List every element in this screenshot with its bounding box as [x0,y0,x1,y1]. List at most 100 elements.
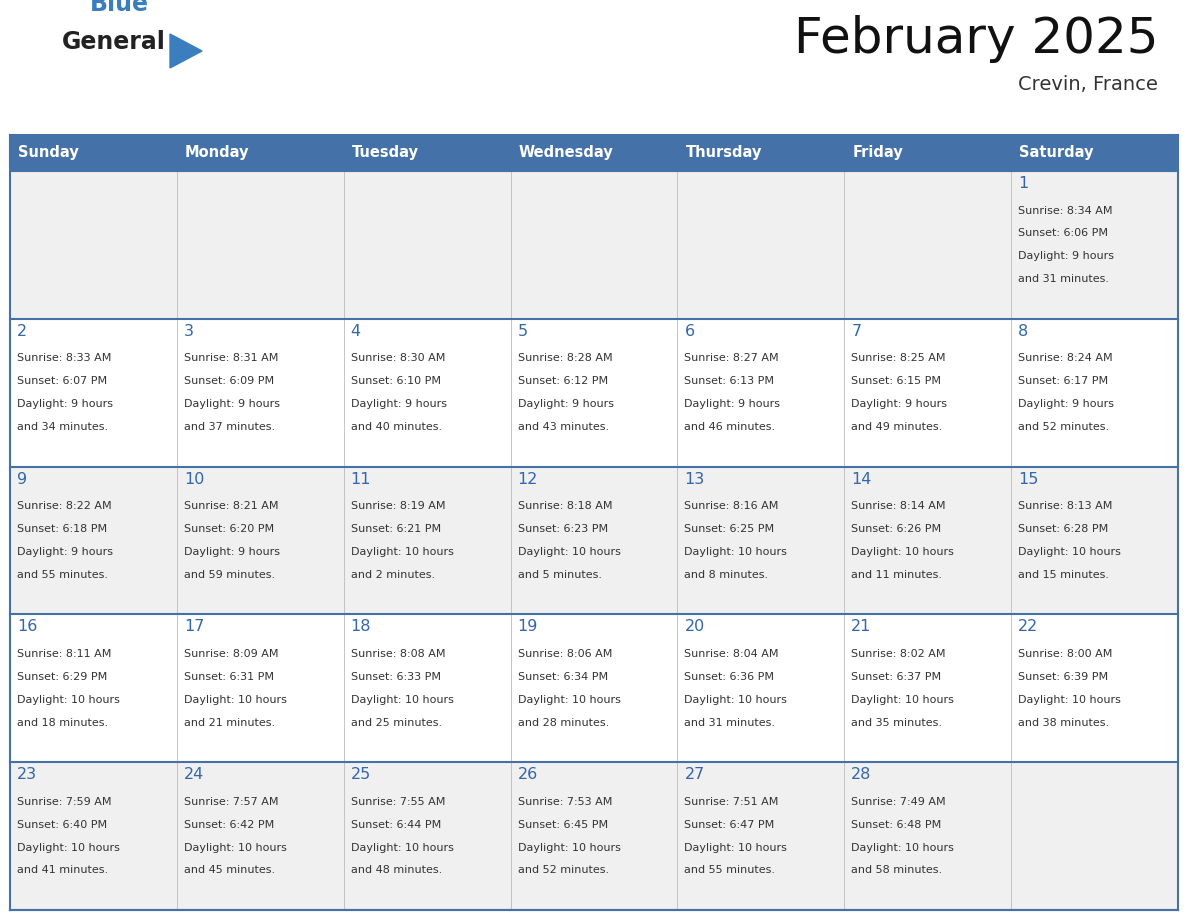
Text: 16: 16 [17,620,37,634]
Bar [177,319,343,466]
Text: and 49 minutes.: and 49 minutes. [852,422,942,432]
Text: Sunrise: 8:19 AM: Sunrise: 8:19 AM [350,501,446,511]
Text: Sunrise: 7:53 AM: Sunrise: 7:53 AM [518,797,612,807]
Text: Daylight: 10 hours: Daylight: 10 hours [852,547,954,557]
Text: Sunrise: 8:08 AM: Sunrise: 8:08 AM [350,649,446,659]
Text: Sunset: 6:07 PM: Sunset: 6:07 PM [17,376,107,386]
Text: Crevin, France: Crevin, France [1018,75,1158,94]
Text: Sunrise: 8:24 AM: Sunrise: 8:24 AM [1018,353,1113,364]
Text: 12: 12 [518,472,538,487]
Text: General: General [62,30,166,54]
Text: Daylight: 9 hours: Daylight: 9 hours [17,399,113,409]
Text: and 28 minutes.: and 28 minutes. [518,718,608,728]
Text: Sunrise: 7:49 AM: Sunrise: 7:49 AM [852,797,946,807]
Text: Sunset: 6:13 PM: Sunset: 6:13 PM [684,376,775,386]
Bar [177,171,343,319]
Text: Daylight: 10 hours: Daylight: 10 hours [184,695,286,705]
Bar [343,762,511,910]
Text: and 18 minutes.: and 18 minutes. [17,718,108,728]
Bar [10,135,177,171]
Bar [1011,762,1178,910]
Text: and 48 minutes.: and 48 minutes. [350,866,442,876]
Text: and 40 minutes.: and 40 minutes. [350,422,442,432]
Text: 2: 2 [17,324,27,339]
Text: Sunrise: 8:16 AM: Sunrise: 8:16 AM [684,501,779,511]
Polygon shape [170,34,202,68]
Text: Daylight: 9 hours: Daylight: 9 hours [350,399,447,409]
Text: Sunrise: 8:13 AM: Sunrise: 8:13 AM [1018,501,1112,511]
Text: and 5 minutes.: and 5 minutes. [518,570,601,580]
Bar [677,135,845,171]
Text: 14: 14 [852,472,872,487]
Bar [511,614,677,762]
Text: Sunset: 6:06 PM: Sunset: 6:06 PM [1018,229,1108,239]
Text: Sunset: 6:42 PM: Sunset: 6:42 PM [184,820,274,830]
Text: Sunrise: 8:21 AM: Sunrise: 8:21 AM [184,501,278,511]
Text: Sunset: 6:33 PM: Sunset: 6:33 PM [350,672,441,682]
Text: and 11 minutes.: and 11 minutes. [852,570,942,580]
Text: and 31 minutes.: and 31 minutes. [1018,274,1110,285]
Bar [1011,135,1178,171]
Text: and 59 minutes.: and 59 minutes. [184,570,274,580]
Text: Sunset: 6:40 PM: Sunset: 6:40 PM [17,820,107,830]
Text: and 45 minutes.: and 45 minutes. [184,866,274,876]
Text: Sunrise: 8:27 AM: Sunrise: 8:27 AM [684,353,779,364]
Text: 8: 8 [1018,324,1029,339]
Text: Daylight: 10 hours: Daylight: 10 hours [17,695,120,705]
Text: Daylight: 9 hours: Daylight: 9 hours [17,547,113,557]
Text: and 52 minutes.: and 52 minutes. [1018,422,1110,432]
Text: Sunset: 6:20 PM: Sunset: 6:20 PM [184,524,274,534]
Bar [677,614,845,762]
Text: and 38 minutes.: and 38 minutes. [1018,718,1110,728]
Text: 9: 9 [17,472,27,487]
Text: 27: 27 [684,767,704,782]
Bar [511,171,677,319]
Text: Sunset: 6:09 PM: Sunset: 6:09 PM [184,376,274,386]
Text: Sunset: 6:45 PM: Sunset: 6:45 PM [518,820,608,830]
Bar [177,135,343,171]
Text: Sunset: 6:29 PM: Sunset: 6:29 PM [17,672,107,682]
Text: Sunrise: 8:06 AM: Sunrise: 8:06 AM [518,649,612,659]
Bar [511,762,677,910]
Text: Sunrise: 8:14 AM: Sunrise: 8:14 AM [852,501,946,511]
Text: 15: 15 [1018,472,1038,487]
Text: February 2025: February 2025 [794,15,1158,63]
Text: Sunrise: 8:31 AM: Sunrise: 8:31 AM [184,353,278,364]
Text: Daylight: 9 hours: Daylight: 9 hours [852,399,947,409]
Text: 20: 20 [684,620,704,634]
Bar [845,614,1011,762]
Text: Daylight: 10 hours: Daylight: 10 hours [184,843,286,853]
Bar [177,614,343,762]
Bar [343,319,511,466]
Text: 22: 22 [1018,620,1038,634]
Text: Thursday: Thursday [685,145,762,161]
Text: Daylight: 10 hours: Daylight: 10 hours [518,843,620,853]
Text: Daylight: 9 hours: Daylight: 9 hours [184,399,280,409]
Text: 11: 11 [350,472,371,487]
Bar [177,762,343,910]
Bar [10,614,177,762]
Text: Sunrise: 8:09 AM: Sunrise: 8:09 AM [184,649,278,659]
Bar [845,171,1011,319]
Text: 25: 25 [350,767,371,782]
Text: Sunrise: 8:18 AM: Sunrise: 8:18 AM [518,501,612,511]
Text: Sunrise: 7:55 AM: Sunrise: 7:55 AM [350,797,446,807]
Text: Friday: Friday [852,145,903,161]
Text: Sunrise: 7:51 AM: Sunrise: 7:51 AM [684,797,779,807]
Text: 10: 10 [184,472,204,487]
Bar [10,762,177,910]
Text: 5: 5 [518,324,527,339]
Text: 4: 4 [350,324,361,339]
Text: Sunrise: 8:04 AM: Sunrise: 8:04 AM [684,649,779,659]
Text: and 46 minutes.: and 46 minutes. [684,422,776,432]
Text: and 34 minutes.: and 34 minutes. [17,422,108,432]
Text: Sunset: 6:21 PM: Sunset: 6:21 PM [350,524,441,534]
Text: Daylight: 9 hours: Daylight: 9 hours [184,547,280,557]
Text: Daylight: 10 hours: Daylight: 10 hours [350,547,454,557]
Text: Daylight: 10 hours: Daylight: 10 hours [17,843,120,853]
Text: Sunset: 6:34 PM: Sunset: 6:34 PM [518,672,608,682]
Bar [845,466,1011,614]
Text: Daylight: 9 hours: Daylight: 9 hours [1018,252,1114,262]
Text: Daylight: 10 hours: Daylight: 10 hours [350,695,454,705]
Text: 3: 3 [184,324,194,339]
